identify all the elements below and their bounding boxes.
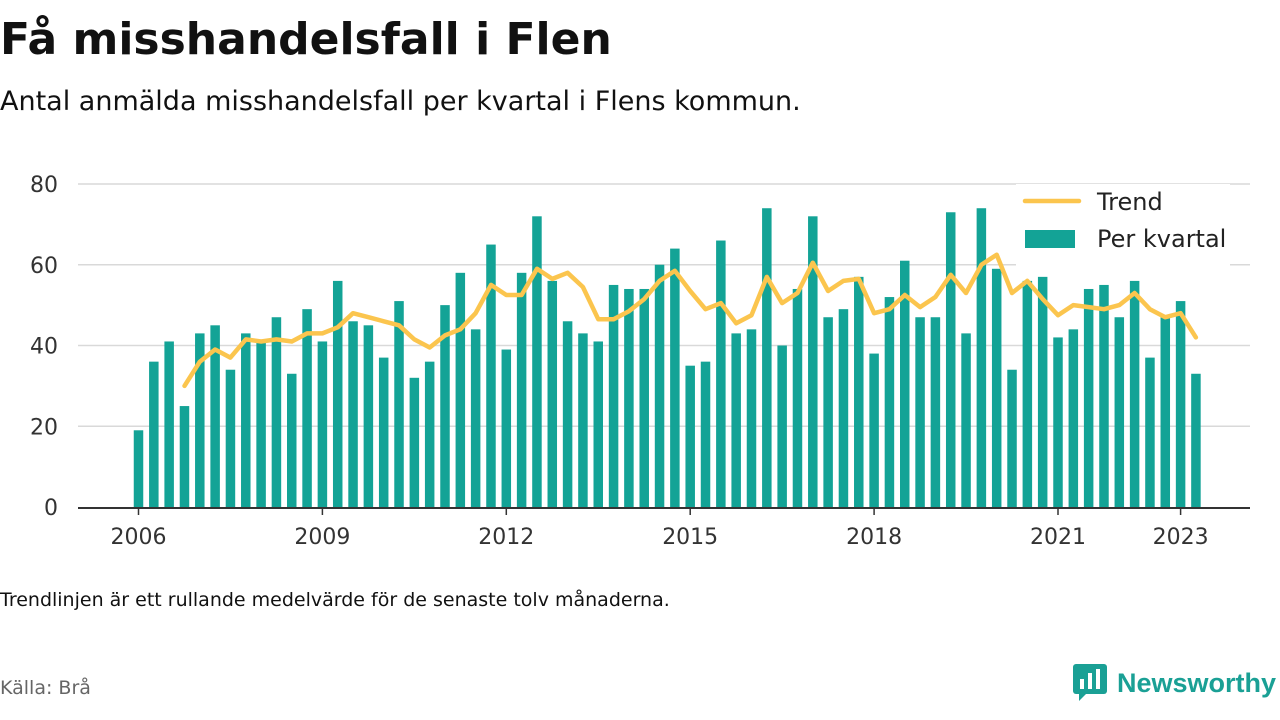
bar [1022, 280, 1033, 507]
bar [670, 248, 680, 507]
chart-subtitle: Antal anmälda misshandelsfall per kvarta… [0, 86, 801, 117]
bar [149, 361, 159, 507]
bar [1114, 317, 1125, 507]
x-tick-label: 2018 [846, 525, 902, 550]
bar [1129, 280, 1140, 507]
y-tick-label: 80 [30, 173, 58, 198]
legend-background [1016, 184, 1230, 266]
trend-line [182, 252, 1199, 389]
bar [976, 208, 987, 507]
bar [486, 244, 496, 507]
y-tick-label: 0 [44, 496, 58, 521]
bar [945, 212, 956, 507]
bar [716, 240, 726, 507]
bar [624, 288, 634, 507]
bar [991, 268, 1002, 507]
bar [654, 264, 665, 507]
bar [470, 329, 481, 507]
bar-chart: 0 20 40 60 80 2006 2009 2012 2015 2018 2021 2023 T… [30, 173, 1250, 550]
bar [195, 333, 205, 507]
bar [532, 216, 542, 508]
bar-series [133, 208, 1201, 508]
bar [409, 377, 420, 507]
bar [593, 341, 603, 507]
legend-trend-label: Trend [1096, 188, 1163, 216]
bar [287, 373, 297, 507]
bar [516, 272, 527, 507]
bar [884, 297, 895, 507]
bar [501, 349, 512, 507]
bar [961, 333, 971, 507]
bar [915, 317, 925, 507]
bar [1007, 369, 1017, 507]
bar [1053, 337, 1063, 507]
x-tick-label: 2006 [111, 525, 167, 550]
bar [348, 321, 358, 507]
legend-bar-label: Per kvartal [1097, 225, 1226, 253]
bar [1037, 276, 1048, 507]
x-tick-label: 2015 [662, 525, 718, 550]
x-tick-label: 2021 [1030, 525, 1086, 550]
x-axis-labels: 2006 2009 2012 2015 2018 2021 2023 [111, 508, 1209, 550]
bar [1099, 284, 1109, 507]
x-tick-label: 2012 [478, 525, 534, 550]
bar [1175, 301, 1186, 507]
bar [823, 317, 833, 507]
chart-title: Få misshandelsfall i Flen [0, 14, 612, 65]
bar [241, 333, 251, 507]
bar [332, 280, 343, 507]
bar [746, 329, 757, 507]
x-tick-label: 2023 [1153, 525, 1209, 550]
newsworthy-logo-icon [1072, 664, 1107, 701]
bar [854, 276, 864, 507]
bar [639, 288, 649, 507]
bar [210, 325, 220, 507]
bar [317, 341, 328, 507]
legend: Trend Per kvartal [1016, 184, 1230, 266]
bar [869, 353, 879, 507]
bar [256, 341, 266, 507]
bar [562, 321, 573, 507]
brand-logo[interactable]: Newsworthy [1072, 664, 1276, 702]
bar [608, 284, 619, 507]
bar [547, 280, 558, 507]
bar [363, 325, 374, 507]
y-tick-label: 40 [30, 335, 58, 360]
y-axis-labels: 0 20 40 60 80 [30, 173, 58, 521]
bar [808, 216, 818, 508]
bar [731, 333, 741, 507]
bar [424, 361, 435, 507]
bar [1160, 317, 1171, 507]
x-tick-label: 2009 [294, 525, 350, 550]
bar [164, 341, 174, 507]
brand-name: Newsworthy [1116, 667, 1276, 698]
bar [838, 309, 849, 507]
chart-note: Trendlinjen är ett rullande medelvärde f… [0, 589, 670, 611]
bar [440, 305, 450, 507]
bar [271, 317, 282, 507]
bar [900, 260, 910, 507]
bar [578, 333, 588, 507]
bar [394, 301, 404, 507]
bar [1083, 288, 1094, 507]
bar [225, 369, 236, 507]
y-tick-label: 60 [30, 254, 58, 279]
bar [777, 345, 787, 507]
bar [930, 317, 941, 507]
bar [179, 406, 190, 507]
legend-bar-swatch [1025, 230, 1075, 248]
bar [1191, 373, 1201, 507]
bar [792, 288, 803, 507]
bar [302, 309, 312, 507]
bar [378, 357, 389, 507]
bar [1068, 329, 1079, 507]
bar [762, 208, 772, 507]
bar [133, 430, 144, 507]
y-tick-label: 20 [30, 415, 58, 440]
bar [685, 365, 695, 507]
source-label: Källa: Brå [0, 677, 91, 699]
bar [455, 272, 466, 507]
bar [1145, 357, 1155, 507]
bar [700, 361, 711, 507]
